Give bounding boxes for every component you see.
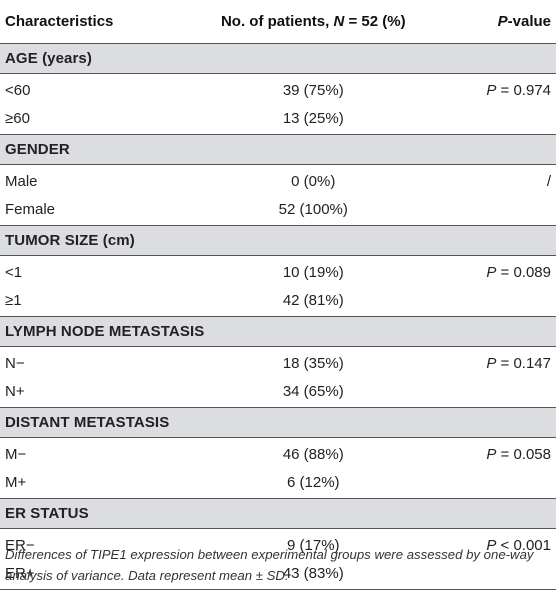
row-pvalue <box>423 468 556 499</box>
pvalue-symbol: P <box>486 81 497 99</box>
row-count: 6 (12%) <box>287 473 340 491</box>
header-patients: No. of patients, N = 52 (%) <box>203 0 423 44</box>
row-label: <60 <box>5 81 31 99</box>
pvalue-text: = 0.147 <box>496 354 551 372</box>
pvalue-symbol: P <box>486 354 497 372</box>
footnote: Differences of TIPE1 expression between … <box>5 547 534 583</box>
header-pvalue-suffix: -value <box>507 13 551 30</box>
row-label: M− <box>5 445 27 463</box>
pvalue-text: = 0.058 <box>496 445 551 463</box>
row-count: 39 (75%) <box>282 81 344 99</box>
group-header-row: TUMOR SIZE (cm) <box>0 225 556 256</box>
header-patients-prefix: No. of patients, <box>220 13 334 30</box>
row-label: Male <box>5 172 38 190</box>
row-label: ER+ <box>5 564 35 582</box>
row-pvalue <box>423 377 556 408</box>
table-row: M+ 6 (12%) <box>0 468 556 499</box>
group-header-row: AGE (years) <box>0 43 556 74</box>
table-row: Male 0 (0%) / <box>0 165 556 196</box>
table-row: Female 52 (100%) <box>0 195 556 226</box>
pvalue-text: < 0.001 <box>496 536 551 554</box>
header-characteristics: Characteristics <box>0 0 204 44</box>
row-pvalue: P = 0.058 <box>423 438 556 469</box>
row-count: 52 (100%) <box>278 200 348 218</box>
table-row: N+ 34 (65%) <box>0 377 556 408</box>
table-row: ER+ 43 (83%) <box>0 559 556 589</box>
row-count: 9 (17%) <box>287 536 340 554</box>
table-row: M− 46 (88%) P = 0.058 <box>0 438 556 469</box>
group-title: DISTANT METASTASIS <box>0 407 556 438</box>
row-count: 10 (19%) <box>282 263 344 281</box>
group-title: LYMPH NODE METASTASIS <box>0 316 556 347</box>
pvalue-text: / <box>546 172 551 190</box>
row-label: ≥1 <box>5 291 22 309</box>
header-patients-suffix: = 52 (%) <box>344 13 406 30</box>
header-patients-n: N <box>333 13 345 30</box>
row-pvalue <box>423 104 556 135</box>
pvalue-text: = 0.089 <box>496 263 551 281</box>
row-pvalue: / <box>423 165 556 196</box>
header-pvalue: P-value <box>423 0 556 44</box>
row-pvalue: P < 0.001 <box>423 529 556 560</box>
pvalue-symbol: P <box>486 445 497 463</box>
row-count: 13 (25%) <box>282 109 344 127</box>
row-label: <1 <box>5 263 23 281</box>
header-pvalue-p: P <box>497 13 508 30</box>
row-pvalue: P = 0.147 <box>423 347 556 378</box>
group-header-row: ER STATUS <box>0 498 556 529</box>
table-row: ≥60 13 (25%) <box>0 104 556 135</box>
row-count: 46 (88%) <box>282 445 344 463</box>
row-count: 34 (65%) <box>282 382 344 400</box>
row-count: 0 (0%) <box>291 172 336 190</box>
pvalue-symbol: P <box>486 536 497 554</box>
pvalue-symbol: P <box>486 263 497 281</box>
table-row: N− 18 (35%) P = 0.147 <box>0 347 556 378</box>
row-count: 43 (83%) <box>282 564 344 582</box>
row-count: 42 (81%) <box>282 291 344 309</box>
row-label: N− <box>5 354 25 372</box>
group-title: TUMOR SIZE (cm) <box>0 225 556 256</box>
group-title: GENDER <box>0 134 556 165</box>
row-count: 18 (35%) <box>282 354 344 372</box>
table-body: AGE (years) <60 39 (75%) P = 0.974 ≥60 13 (25… <box>0 43 556 590</box>
table-row: ER− 9 (17%) P < 0.001 <box>0 529 556 560</box>
header-row: Characteristics No. of patients, N = 52 … <box>0 0 556 44</box>
group-header-row: DISTANT METASTASIS <box>0 407 556 438</box>
pvalue-text: = 0.974 <box>496 81 551 99</box>
row-pvalue <box>423 286 556 317</box>
row-label: Female <box>5 200 56 218</box>
group-header-row: LYMPH NODE METASTASIS <box>0 316 556 347</box>
group-header-row: GENDER <box>0 134 556 165</box>
row-label: M+ <box>5 473 27 491</box>
row-pvalue: P = 0.974 <box>423 74 556 105</box>
row-label: ≥60 <box>5 109 30 127</box>
row-label: N+ <box>5 382 25 400</box>
group-title: AGE (years) <box>0 43 556 74</box>
row-label: ER− <box>5 536 35 554</box>
table-row: <60 39 (75%) P = 0.974 <box>0 74 556 105</box>
table-row: <1 10 (19%) P = 0.089 <box>0 256 556 287</box>
row-pvalue: P = 0.089 <box>423 256 556 287</box>
table-bottom-rule <box>0 589 556 590</box>
group-title: ER STATUS <box>0 498 556 529</box>
table-row: ≥1 42 (81%) <box>0 286 556 317</box>
row-pvalue <box>423 195 556 226</box>
bottom-rule-cell <box>0 589 556 590</box>
